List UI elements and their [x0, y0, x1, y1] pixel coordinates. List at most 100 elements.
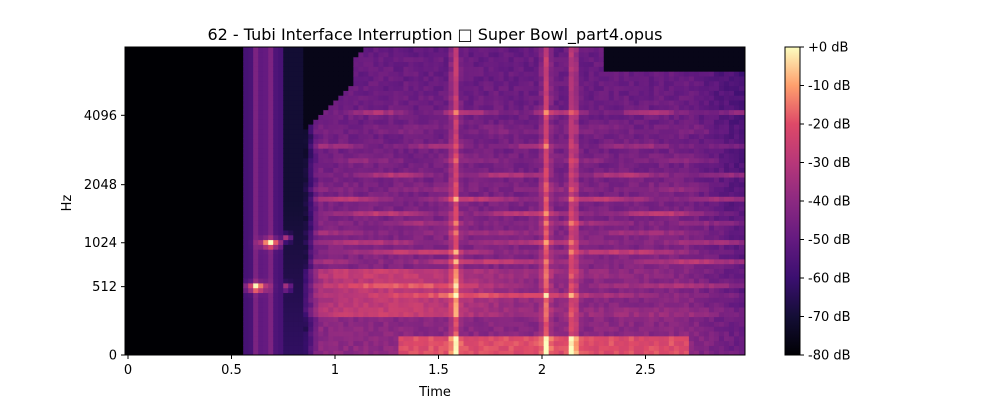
heatmap-cell: [453, 143, 460, 149]
heatmap-cell: [563, 99, 570, 106]
heatmap-cell: [538, 181, 545, 188]
heatmap-cell: [568, 80, 575, 87]
heatmap-cell: [398, 80, 405, 87]
heatmap-cell: [408, 201, 415, 207]
heatmap-cell: [573, 215, 580, 221]
heatmap-cell: [613, 253, 620, 260]
heatmap-cell: [578, 176, 585, 183]
heatmap-cell: [258, 75, 264, 82]
heatmap-cell: [503, 244, 510, 250]
heatmap-cell: [523, 181, 530, 188]
heatmap-cell: [373, 172, 380, 178]
heatmap-cell: [313, 210, 319, 217]
heatmap-cell: [438, 292, 445, 298]
heatmap-cell: [428, 335, 435, 342]
heatmap-cell: [548, 278, 555, 284]
heatmap-cell: [378, 330, 385, 337]
heatmap-cell: [408, 90, 415, 96]
heatmap-cell: [383, 205, 390, 212]
heatmap-cell: [453, 119, 460, 125]
heatmap-cell: [463, 350, 470, 355]
heatmap-cell: [413, 176, 420, 183]
heatmap-cell: [483, 273, 490, 279]
heatmap-cell: [498, 258, 505, 265]
heatmap-cell: [543, 114, 550, 120]
heatmap-cell: [448, 99, 455, 106]
heatmap-cell: [558, 244, 565, 250]
heatmap-cell: [403, 268, 410, 274]
heatmap-cell: [563, 138, 570, 144]
heatmap-cell: [443, 287, 450, 294]
heatmap-cell: [333, 220, 339, 226]
heatmap-cell: [438, 186, 445, 192]
heatmap-cell: [403, 99, 410, 106]
heatmap-cell: [243, 268, 249, 274]
heatmap-cell: [283, 229, 289, 236]
heatmap-cell: [613, 215, 620, 221]
heatmap-cell: [503, 104, 510, 111]
heatmap-cell: [618, 157, 625, 164]
heatmap-cell: [383, 215, 390, 221]
heatmap-cell: [563, 229, 570, 236]
heatmap-cell: [563, 321, 570, 327]
heatmap-cell: [513, 282, 520, 289]
heatmap-cell: [553, 321, 560, 327]
heatmap-cell: [448, 61, 455, 67]
heatmap-cell: [403, 263, 410, 269]
heatmap-cell: [498, 191, 505, 197]
heatmap-cell: [583, 75, 590, 82]
heatmap-cell: [333, 316, 339, 322]
heatmap-cell: [563, 225, 570, 231]
heatmap-cell: [373, 234, 380, 241]
heatmap-cell: [338, 128, 344, 135]
heatmap-cell: [573, 350, 580, 355]
heatmap-cell: [458, 210, 465, 217]
heatmap-cell: [328, 124, 334, 130]
heatmap-cell: [383, 191, 390, 197]
heatmap-cell: [473, 239, 480, 245]
heatmap-cell: [258, 51, 264, 58]
heatmap-cell: [408, 287, 415, 294]
heatmap-cell: [308, 71, 314, 77]
heatmap-cell: [508, 239, 515, 245]
heatmap-cell: [563, 205, 570, 212]
heatmap-cell: [573, 340, 580, 346]
heatmap-cell: [608, 258, 615, 265]
heatmap-cell: [623, 176, 630, 183]
heatmap-cell: [438, 306, 445, 313]
heatmap-cell: [348, 162, 354, 168]
heatmap-cell: [278, 253, 284, 260]
heatmap-cell: [263, 148, 269, 154]
heatmap-cell: [253, 138, 259, 144]
heatmap-cell: [588, 345, 595, 351]
heatmap-cell: [618, 56, 625, 63]
heatmap-cell: [473, 273, 480, 279]
heatmap-cell: [313, 321, 319, 327]
heatmap-cell: [468, 311, 475, 318]
heatmap-cell: [438, 335, 445, 342]
heatmap-cell: [388, 239, 395, 245]
heatmap-cell: [303, 234, 309, 241]
heatmap-cell: [493, 249, 500, 255]
heatmap-cell: [463, 196, 470, 202]
heatmap-cell: [493, 229, 500, 236]
heatmap-cell: [478, 268, 485, 274]
heatmap-cell: [283, 176, 289, 183]
heatmap-cell: [468, 104, 475, 111]
heatmap-cell: [478, 273, 485, 279]
heatmap-cell: [438, 176, 445, 183]
heatmap-cell: [373, 229, 380, 236]
heatmap-cell: [453, 215, 460, 221]
heatmap-cell: [508, 167, 515, 173]
heatmap-cell: [603, 210, 610, 217]
heatmap-cell: [413, 61, 420, 67]
heatmap-cell: [373, 196, 380, 202]
heatmap-cell: [253, 287, 259, 294]
heatmap-cell: [273, 316, 279, 322]
heatmap-cell: [368, 297, 374, 303]
spectrogram-heatmap: [243, 47, 745, 355]
heatmap-cell: [478, 350, 485, 355]
heatmap-cell: [278, 225, 284, 231]
heatmap-cell: [613, 138, 620, 144]
heatmap-cell: [503, 268, 510, 274]
